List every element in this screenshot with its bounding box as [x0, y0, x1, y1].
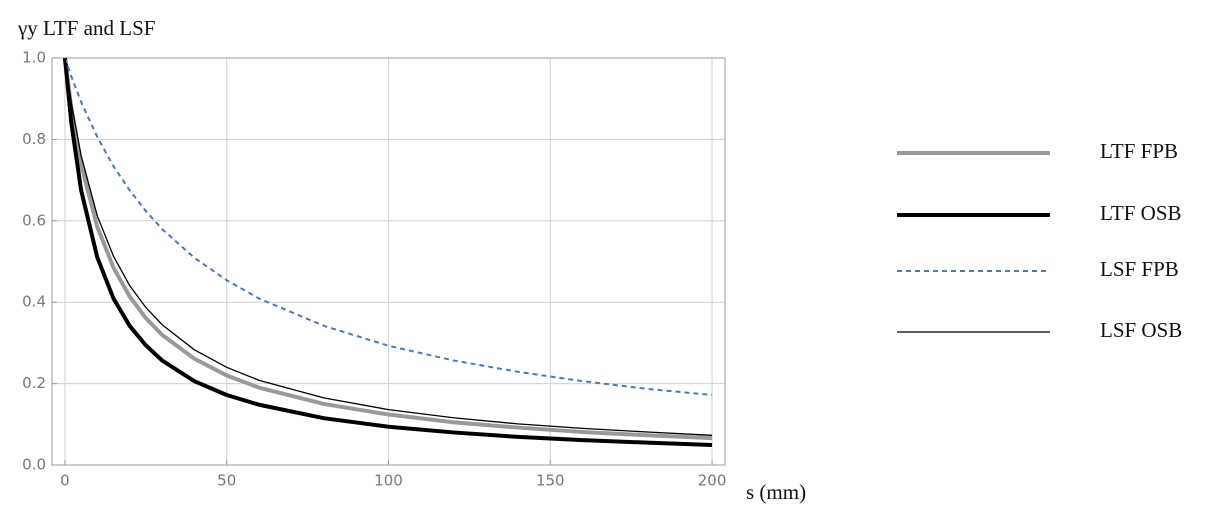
- x-axis-label: s (mm): [746, 480, 806, 504]
- line-series: [62, 57, 713, 448]
- y-tick-label: 0.0: [22, 456, 46, 474]
- line-series: [64, 57, 713, 436]
- legend-label: LSF FPB: [1100, 257, 1179, 281]
- x-tick-label: 150: [536, 472, 565, 490]
- x-tick-label: 100: [374, 472, 403, 490]
- y-tick-label: 0.6: [22, 211, 46, 229]
- line-series: [63, 57, 713, 396]
- y-tick-label: 0.4: [22, 293, 46, 311]
- y-tick-label: 1.0: [22, 49, 46, 67]
- y-axis-label: γy LTF and LSF: [17, 16, 155, 40]
- x-tick-label: 200: [698, 472, 727, 490]
- plot-frame: [51, 57, 726, 466]
- x-tick-label: 50: [217, 472, 236, 490]
- legend-label: LTF OSB: [1100, 201, 1182, 225]
- legend-label: LTF FPB: [1100, 139, 1178, 163]
- legend-label: LSF OSB: [1100, 318, 1182, 342]
- y-tick-label: 0.8: [22, 130, 46, 148]
- line-series: [62, 57, 713, 441]
- x-tick-label: 0: [60, 472, 70, 490]
- y-tick-label: 0.2: [22, 374, 46, 392]
